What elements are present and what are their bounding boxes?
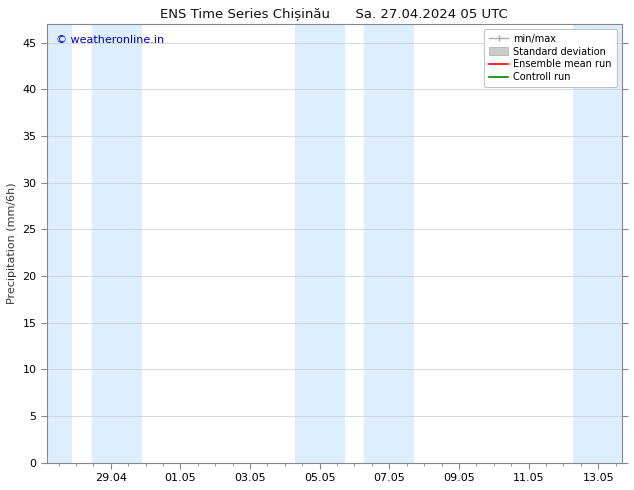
Legend: min/max, Standard deviation, Ensemble mean run, Controll run: min/max, Standard deviation, Ensemble me… (484, 29, 617, 87)
Y-axis label: Precipitation (mm/6h): Precipitation (mm/6h) (7, 182, 17, 304)
Bar (295, 24, 345, 463)
Bar (364, 24, 415, 463)
Bar (22, 24, 72, 463)
Bar (573, 24, 623, 463)
Text: © weatheronline.in: © weatheronline.in (56, 35, 164, 45)
Title: ENS Time Series Chișinău      Sa. 27.04.2024 05 UTC: ENS Time Series Chișinău Sa. 27.04.2024 … (160, 7, 508, 20)
Bar (91, 24, 142, 463)
